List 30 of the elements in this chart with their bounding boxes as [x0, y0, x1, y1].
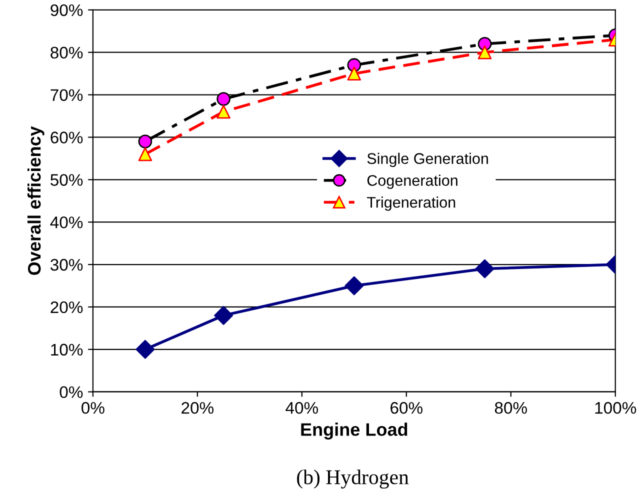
y-tick-label: 10% [51, 344, 83, 356]
x-tick-label: 100% [595, 402, 636, 414]
point [214, 306, 234, 325]
y-tick-label: 90% [50, 4, 83, 16]
x-tick-label: 0% [82, 402, 104, 414]
x-tick-label: 60% [390, 402, 422, 414]
y-tick-label: 0% [60, 386, 83, 398]
y-tick-label: 70% [50, 89, 83, 101]
y-tick-label: 40% [50, 216, 83, 228]
y-tick-label: 50% [50, 174, 83, 186]
x-tick-label: 40% [286, 402, 318, 414]
point [344, 276, 364, 296]
point [136, 340, 155, 359]
y-tick-label: 20% [50, 301, 83, 314]
point [347, 66, 362, 80]
y-tick-label: 30% [50, 258, 83, 271]
legend-label: Single Generation [367, 152, 488, 168]
point [138, 147, 152, 162]
y-tick-label: 60% [50, 132, 83, 144]
legend-label: Cogeneration [367, 174, 458, 189]
x-axis-title: Engine Load [301, 422, 408, 440]
legend-label: Trigeneration [366, 196, 456, 211]
point [216, 104, 230, 119]
x-tick-label: 20% [182, 402, 214, 414]
y-tick-label: 80% [50, 46, 83, 59]
x-tick-label: 80% [494, 402, 527, 414]
point [478, 45, 492, 60]
text: (b) Hydrogen [297, 470, 409, 489]
point [475, 259, 494, 278]
y-axis-title: Overall efficiency [27, 126, 44, 275]
